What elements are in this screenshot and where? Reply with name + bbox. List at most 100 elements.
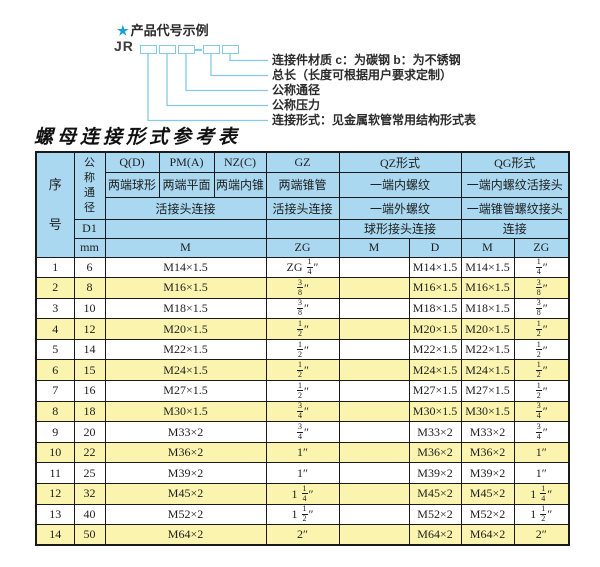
- body-cell: 10: [35, 441, 75, 464]
- body-cell: M45×2: [104, 483, 267, 505]
- body-cell: 22: [73, 441, 106, 464]
- body-cell: M14×1.5: [460, 256, 515, 279]
- body-cell: [338, 256, 410, 279]
- code-box-1: [140, 45, 157, 54]
- header-cell: 两端球形: [104, 171, 160, 198]
- body-cell: M27×1.5: [104, 380, 267, 402]
- header-cell: 两端内锥: [213, 171, 267, 198]
- body-cell: 3 8 ″: [513, 297, 570, 320]
- callout-label-pressure: 公称压力: [272, 98, 321, 112]
- body-cell: 16: [73, 380, 106, 402]
- header-cell: mm: [73, 237, 106, 258]
- body-cell: 8: [35, 400, 75, 423]
- body-cell: M33×2: [104, 421, 267, 443]
- body-cell: 14: [73, 338, 106, 361]
- body-cell: 20: [73, 421, 106, 443]
- body-cell: M20×1.5: [408, 318, 462, 340]
- table-row: 10 22 M36×2 1″ M36×2 M36×2 1″: [35, 441, 570, 464]
- body-cell: 10: [73, 297, 106, 320]
- table-row: 1 6 M14×1.5 ZG 1 4 ″ M14×1.5 M14×1.5 1 4 ″: [35, 256, 570, 279]
- nut-connection-table: 序号公称通径 Q(D) PM(A) NZ(C) GZ QZ形式 QG形式 两端球形 两端平面 两端…: [35, 151, 570, 547]
- header-cell: 序号: [35, 151, 75, 258]
- header-cell: 一端外螺纹: [338, 196, 462, 220]
- body-cell: M14×1.5: [104, 256, 267, 279]
- callout-label-connection: 连接形式：见金属软管常用结构形式表: [272, 113, 477, 127]
- body-cell: 1″: [265, 462, 340, 485]
- body-cell: M27×1.5: [460, 380, 515, 402]
- body-cell: 1″: [513, 441, 570, 464]
- body-cell: 8: [73, 277, 106, 299]
- diagram-title-text: 产品代号示例: [130, 23, 209, 38]
- body-cell: M39×2: [460, 462, 515, 485]
- body-cell: 3 8 ″: [265, 297, 340, 320]
- body-cell: M39×2: [104, 462, 267, 485]
- body-cell: M27×1.5: [408, 380, 462, 402]
- body-cell: 4: [35, 318, 75, 340]
- body-cell: 1 2 ″: [265, 318, 340, 340]
- body-cell: 9: [35, 421, 75, 443]
- body-cell: [338, 441, 410, 464]
- body-cell: M14×1.5: [408, 256, 462, 279]
- body-cell: 2″: [513, 524, 570, 546]
- body-cell: 1 2 ″: [513, 338, 570, 361]
- body-cell: M30×1.5: [104, 400, 267, 423]
- table-row: 11 25 M39×2 1″ M39×2 M39×2 1″: [35, 462, 570, 485]
- body-cell: M30×1.5: [460, 400, 515, 423]
- table-header: 序号公称通径 Q(D) PM(A) NZ(C) GZ QZ形式 QG形式 两端球形 两端平面 两端…: [35, 151, 570, 258]
- body-cell: M45×2: [408, 483, 462, 505]
- body-cell: 1 1 4 ″: [265, 483, 340, 505]
- body-cell: 1 2 ″: [513, 380, 570, 402]
- header-cell: M: [338, 237, 410, 258]
- header-cell: 活接头连接: [104, 196, 267, 220]
- body-cell: 5: [35, 338, 75, 361]
- body-cell: 6: [35, 359, 75, 382]
- body-cell: M39×2: [408, 462, 462, 485]
- body-cell: 1 2 ″: [513, 359, 570, 382]
- body-cell: 1: [35, 256, 75, 279]
- star-icon: ★: [117, 23, 129, 38]
- body-cell: [338, 338, 410, 361]
- header-cell: D1: [73, 218, 106, 239]
- body-cell: M16×1.5: [408, 277, 462, 299]
- body-cell: M33×2: [408, 421, 462, 443]
- body-cell: 1 1 2 ″: [265, 503, 340, 526]
- header-cell: [104, 218, 267, 239]
- table-row: 9 20 M33×2 3 4 ″ M33×2 M33×2 3 4 ″: [35, 421, 570, 443]
- body-cell: 15: [73, 359, 106, 382]
- body-cell: 3 4 ″: [513, 400, 570, 423]
- body-cell: ZG 1 4 ″: [265, 256, 340, 279]
- header-cell: 两端锥管: [265, 171, 340, 198]
- body-cell: M18×1.5: [104, 297, 267, 320]
- code-box-2: [159, 45, 176, 54]
- body-cell: 3 4 ″: [513, 421, 570, 443]
- body-cell: M52×2: [460, 503, 515, 526]
- callout-label-material: 连接件材质 c：为碳钢 b：为不锈钢: [272, 53, 461, 67]
- body-cell: [338, 483, 410, 505]
- header-cell: PM(A): [158, 151, 215, 173]
- header-cell: M: [104, 237, 267, 258]
- table-row: 3 10 M18×1.5 3 8 ″ M18×1.5 M18×1.5 3 8 ″: [35, 297, 570, 320]
- header-cell: 公称通径: [73, 151, 106, 220]
- header-cell: 一端锥管螺纹接头: [460, 196, 570, 220]
- body-cell: 3 4 ″: [265, 421, 340, 443]
- callout-label-length: 总长（长度可根据用户要求定制）: [272, 68, 453, 82]
- table-row: 7 16 M27×1.5 1 2 ″ M27×1.5 M27×1.5 1 2 ″: [35, 380, 570, 402]
- body-cell: 13: [35, 503, 75, 526]
- body-cell: 3 8 ″: [513, 277, 570, 299]
- body-cell: M36×2: [104, 441, 267, 464]
- table-row: 13 40 M52×2 1 1 2 ″ M52×2 M52×2 1 1 2 ″: [35, 503, 570, 526]
- header-cell: Q(D): [104, 151, 160, 173]
- header-cell: M: [460, 237, 515, 258]
- body-cell: 50: [73, 524, 106, 546]
- body-cell: M22×1.5: [408, 338, 462, 361]
- body-cell: M30×1.5: [408, 400, 462, 423]
- body-cell: [338, 318, 410, 340]
- body-cell: 32: [73, 483, 106, 505]
- body-cell: M64×2: [104, 524, 267, 546]
- header-cell: 两端平面: [158, 171, 215, 198]
- body-cell: M24×1.5: [460, 359, 515, 382]
- table-body: 1 6 M14×1.5 ZG 1 4 ″ M14×1.5 M14×1.5 1 4 ″ 2 8 M16×1.…: [35, 256, 570, 546]
- body-cell: M52×2: [104, 503, 267, 526]
- code-box-3: [178, 45, 195, 54]
- body-cell: 3: [35, 297, 75, 320]
